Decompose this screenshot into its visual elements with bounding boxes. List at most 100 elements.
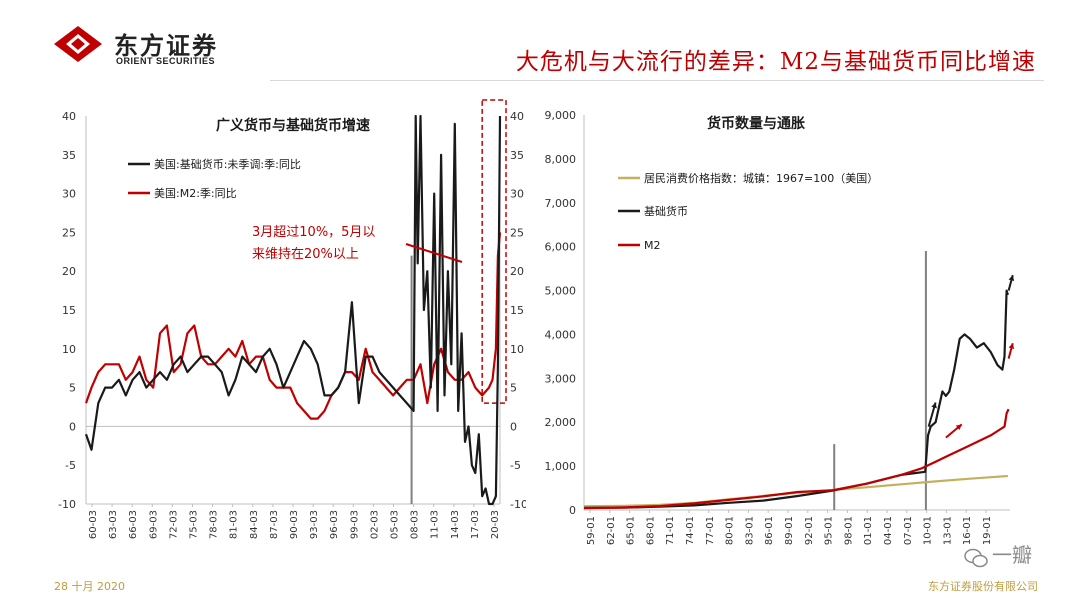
x-tick-label: 74-01 xyxy=(685,516,696,545)
logo-diamond-icon xyxy=(54,26,102,62)
y-tick-label-right: 35 xyxy=(510,149,524,162)
y-tick-label-left: -5 xyxy=(65,459,76,472)
trend-arrow-head xyxy=(955,424,962,430)
x-tick-label: 62-01 xyxy=(606,516,617,545)
x-tick-label: 92-01 xyxy=(804,516,815,545)
x-tick-label: 13-01 xyxy=(942,516,953,545)
x-tick-label: 69-03 xyxy=(148,510,159,539)
y-tick-label-left: 30 xyxy=(62,188,76,201)
x-tick-label: 84-03 xyxy=(249,510,260,539)
y-tick-label-right: 10 xyxy=(510,343,524,356)
y-tick-label-right: 15 xyxy=(510,304,524,317)
legend-label: 美国:基础货币:未季调:季:同比 xyxy=(154,157,301,171)
y-tick-label-right: 20 xyxy=(510,265,524,278)
title-divider xyxy=(270,80,1044,81)
x-tick-label: 89-01 xyxy=(784,516,795,545)
y-tick-label: 2,000 xyxy=(545,416,577,429)
y-tick-label-right: -10 xyxy=(510,498,526,511)
y-tick-label-left: 35 xyxy=(62,149,76,162)
x-tick-label: 75-03 xyxy=(189,510,200,539)
x-tick-label: 16-01 xyxy=(962,516,973,545)
x-tick-label: 78-03 xyxy=(209,510,220,539)
chart-title: 货币数量与通胀 xyxy=(706,115,805,132)
x-tick-label: 98-01 xyxy=(843,516,854,545)
y-tick-label-left: -10 xyxy=(58,498,76,511)
series-line-base-money xyxy=(84,114,502,506)
y-tick-label-right: 30 xyxy=(510,188,524,201)
y-tick-label: 4,000 xyxy=(545,328,577,341)
footer-date: 28 十月 2020 xyxy=(54,580,125,593)
y-tick-label-right: 25 xyxy=(510,226,524,239)
x-tick-label: 08-03 xyxy=(410,510,421,539)
x-tick-label: 99-03 xyxy=(349,510,360,539)
y-tick-label-right: -5 xyxy=(510,459,521,472)
y-tick-label: 6,000 xyxy=(545,241,577,254)
x-tick-label: 02-03 xyxy=(369,510,380,539)
x-tick-label: 14-03 xyxy=(450,510,461,539)
legend-label: 美国:M2:季:同比 xyxy=(154,187,237,200)
x-tick-label: 90-03 xyxy=(289,510,300,539)
series-line-m2 xyxy=(583,408,1010,510)
company-logo: 东方证券 ORIENT SECURITIES xyxy=(52,24,252,70)
x-tick-label: 83-01 xyxy=(744,516,755,545)
y-tick-label: 1,000 xyxy=(545,460,577,473)
legend-label: 基础货币 xyxy=(644,204,688,218)
y-tick-label-left: 5 xyxy=(69,382,76,395)
x-tick-label: 11-03 xyxy=(430,510,441,539)
y-tick-label-left: 0 xyxy=(69,420,76,433)
page-title: 大危机与大流行的差异：M2与基础货币同比增速 xyxy=(515,49,1036,75)
x-tick-label: 81-03 xyxy=(229,510,240,539)
chart-title: 广义货币与基础货币增速 xyxy=(216,117,370,134)
series-line-cpi xyxy=(583,474,1008,508)
y-tick-label-left: 10 xyxy=(62,343,76,356)
y-tick-label-left: 25 xyxy=(62,226,76,239)
x-tick-label: 01-01 xyxy=(863,516,874,545)
x-tick-label: 71-01 xyxy=(665,516,676,545)
annotation-arrow xyxy=(405,243,463,263)
x-tick-label: 77-01 xyxy=(705,516,716,545)
highlight-box xyxy=(481,99,507,404)
logo-text-en: ORIENT SECURITIES xyxy=(116,56,216,66)
x-tick-label: 17-03 xyxy=(470,510,481,539)
legend-label: M2 xyxy=(644,239,661,252)
x-tick-label: 95-01 xyxy=(824,516,835,545)
y-tick-label-right: 40 xyxy=(510,110,524,123)
y-tick-label: 3,000 xyxy=(545,372,577,385)
y-tick-label: 9,000 xyxy=(545,109,577,122)
x-tick-label: 87-03 xyxy=(269,510,280,539)
x-tick-label: 59-01 xyxy=(586,516,597,545)
series-line-base-money xyxy=(583,289,1009,509)
x-tick-label: 05-03 xyxy=(390,510,401,539)
trend-arrow-head xyxy=(1008,343,1015,350)
y-tick-label-right: 5 xyxy=(510,382,517,395)
trend-arrow-head xyxy=(931,402,937,409)
annotation-text: 来维持在20%以上 xyxy=(252,247,359,262)
x-tick-label: 60-03 xyxy=(88,510,99,539)
y-tick-label: 7,000 xyxy=(545,197,577,210)
y-tick-label-left: 40 xyxy=(62,110,76,123)
x-tick-label: 72-03 xyxy=(168,510,179,539)
y-tick-label: 8,000 xyxy=(545,153,577,166)
y-tick-label: 0 xyxy=(569,504,576,517)
watermark-text: 一瓣 xyxy=(992,543,1032,567)
x-tick-label: 80-01 xyxy=(725,516,736,545)
legend-label: 居民消费价格指数：城镇：1967=100（美国） xyxy=(644,171,878,185)
x-tick-label: 66-03 xyxy=(128,510,139,539)
x-tick-label: 93-03 xyxy=(309,510,320,539)
x-tick-label: 19-01 xyxy=(982,516,993,545)
y-tick-label-left: 15 xyxy=(62,304,76,317)
x-tick-label: 65-01 xyxy=(626,516,637,545)
x-tick-label: 10-01 xyxy=(923,516,934,545)
x-tick-label: 86-01 xyxy=(764,516,775,545)
right-chart: 0 1,000 2,000 3,000 4,000 5,000 6,000 7,000 8,00… xyxy=(545,109,1015,545)
wechat-icon xyxy=(964,548,988,568)
x-tick-label: 20-03 xyxy=(490,510,501,539)
y-tick-label-left: 20 xyxy=(62,265,76,278)
footer-company: 东方证券股份有限公司 xyxy=(928,580,1038,593)
x-tick-label: 63-03 xyxy=(108,510,119,539)
y-tick-label-right: 0 xyxy=(510,420,517,433)
left-chart: -10 -10 -5 -5 0 0 5 5 10 10 15 15 20 20 25 25 30 30 35 35 40… xyxy=(58,99,526,539)
logo-text-cn: 东方证券 xyxy=(114,32,218,60)
x-tick-label: 96-03 xyxy=(329,510,340,539)
annotation-text: 3月超过10%，5月以 xyxy=(252,225,375,240)
